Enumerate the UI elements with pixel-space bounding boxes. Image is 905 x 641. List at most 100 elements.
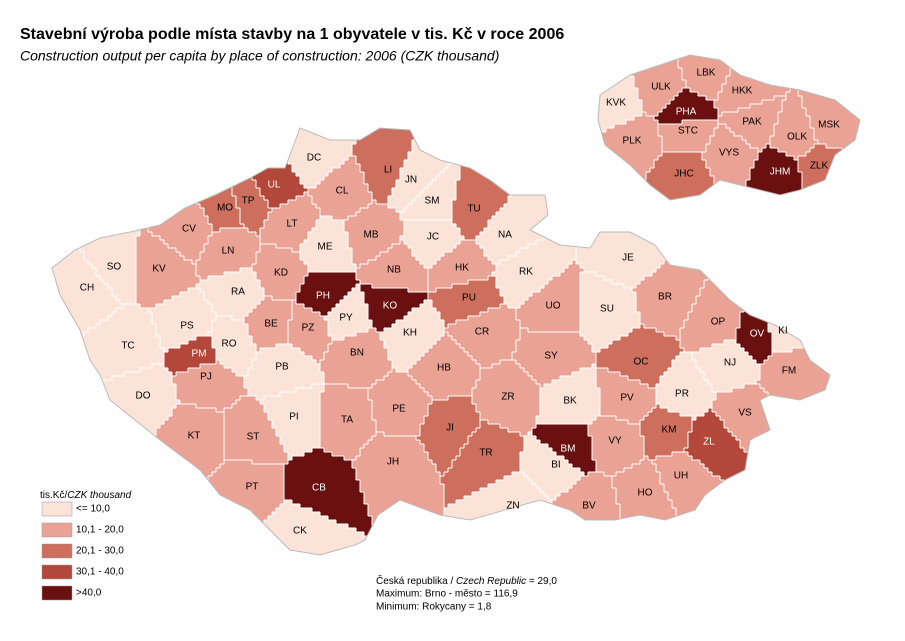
district-label: ZL: [703, 437, 715, 448]
district-label: HO: [638, 488, 653, 499]
district-label: STC: [678, 126, 698, 137]
legend-swatch: [41, 543, 73, 559]
label-layer: DC CL LI JN SM TU NA UL TP MO LT CV ME MB JC SO CH KV LN KD…: [80, 68, 840, 537]
district-label: BI: [551, 460, 560, 471]
district-label: PJ: [200, 372, 212, 383]
district-label: SO: [107, 262, 122, 273]
district-label: TA: [341, 415, 353, 426]
title: Stavební výroba podle místa stavby na 1 …: [20, 26, 564, 43]
district-label: RO: [222, 339, 237, 350]
district-label: RA: [231, 287, 245, 298]
district-label: TR: [479, 448, 492, 459]
district-label: PM: [192, 349, 207, 360]
district: [244, 344, 324, 400]
district-label: MO: [217, 203, 233, 214]
district-label: LI: [384, 165, 392, 176]
district-label: PAK: [742, 117, 762, 128]
legend-label: 10,1 - 20,0: [76, 525, 124, 536]
district: [640, 404, 692, 460]
district-label: OP: [711, 317, 726, 328]
district-label: PT: [246, 482, 259, 493]
district: [472, 360, 540, 436]
district: [300, 216, 356, 272]
district-label: HKK: [732, 86, 753, 97]
district-label: LT: [287, 219, 298, 230]
district-label: ZLK: [810, 161, 829, 172]
district-label: PLK: [623, 136, 642, 147]
district: [798, 144, 860, 200]
district-label: UO: [546, 301, 561, 312]
district-label: NA: [498, 230, 512, 241]
note-maximum: Maximum: Brno - město = 116,9: [376, 589, 518, 600]
district: [654, 88, 718, 124]
district: [400, 152, 464, 220]
district: [692, 340, 760, 392]
district: [428, 276, 504, 328]
district-label: OLK: [787, 132, 807, 143]
legend-label: <= 10,0: [76, 504, 110, 515]
note-text: Czech Republic: [456, 576, 526, 587]
district-label: JE: [622, 253, 634, 264]
district-label: CK: [293, 526, 307, 537]
district: [440, 420, 524, 508]
district-label: PY: [339, 313, 353, 324]
district: [360, 284, 428, 332]
district: [296, 272, 360, 316]
district: [224, 396, 288, 464]
legend-title-cz: tis.Kč/: [40, 490, 67, 501]
district-label: LN: [222, 246, 235, 257]
district: [380, 300, 444, 372]
district-label: CH: [80, 283, 94, 294]
district-label: TP: [242, 196, 255, 207]
district: [520, 432, 584, 500]
legend-swatch: [41, 501, 73, 517]
district-label: KM: [662, 425, 677, 436]
district-label: KH: [403, 328, 417, 339]
country-outline: [51, 127, 831, 556]
legend-swatch: [41, 564, 73, 580]
district-label: PE: [392, 404, 406, 415]
district: [756, 344, 830, 464]
district-label: JH: [387, 457, 399, 468]
district-label: PV: [620, 393, 634, 404]
district: [368, 368, 432, 436]
note-text: = 29,0: [526, 576, 557, 587]
legend-label: >40,0: [76, 588, 102, 599]
district-label: JC: [427, 232, 439, 243]
district-label: PB: [275, 362, 289, 373]
district: [492, 224, 576, 308]
district-label: DC: [307, 153, 321, 164]
note-minimum: Minimum: Rokycany = 1,8: [376, 602, 492, 613]
district: [536, 364, 600, 424]
district-label: KO: [383, 301, 398, 312]
district: [320, 328, 392, 388]
district-label: BM: [561, 444, 576, 455]
district-label: BE: [264, 319, 278, 330]
district-label: MB: [364, 230, 379, 241]
district-label: HK: [455, 263, 469, 274]
district: [260, 384, 324, 460]
district: [580, 272, 640, 352]
district: [356, 240, 428, 292]
district: [344, 200, 404, 268]
district: [164, 336, 216, 376]
district-label: VY: [608, 436, 622, 447]
district-label: FM: [782, 366, 796, 377]
district: [408, 332, 480, 400]
district-label: PH: [316, 291, 330, 302]
district: [260, 192, 320, 252]
district-label: SU: [600, 304, 614, 315]
district-label: SM: [425, 196, 440, 207]
district-label: BN: [350, 348, 364, 359]
district-label: CL: [336, 186, 349, 197]
district: [512, 328, 596, 388]
district-label: UL: [268, 180, 281, 191]
district: [56, 404, 224, 555]
district-label: UH: [674, 471, 688, 482]
district-label: KVK: [606, 98, 626, 109]
district-label: OV: [750, 329, 765, 340]
district-label: KD: [274, 268, 288, 279]
district: [532, 424, 596, 476]
district: [352, 128, 420, 204]
district-label: PZ: [302, 323, 315, 334]
